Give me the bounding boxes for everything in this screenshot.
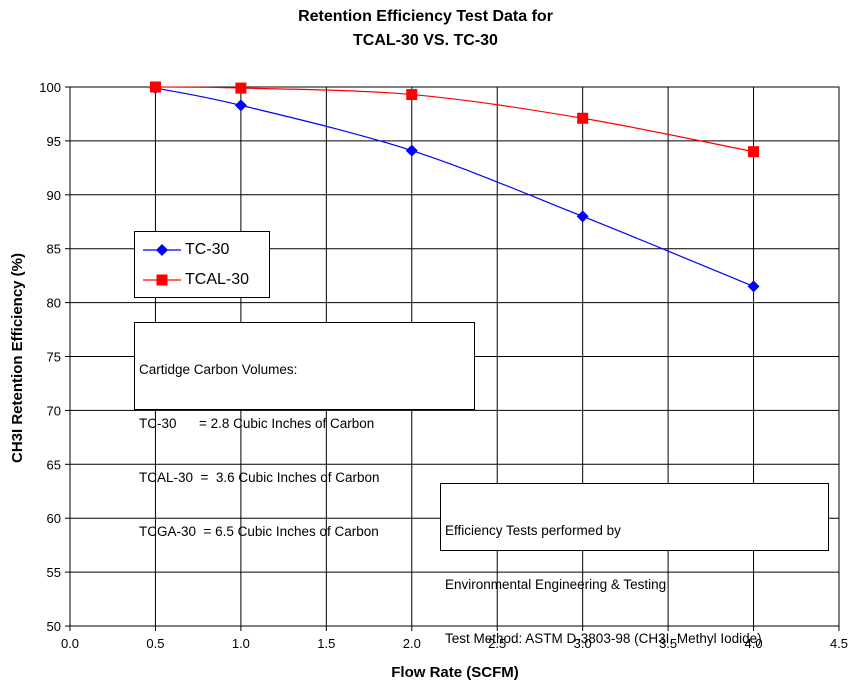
data-point-square	[149, 81, 161, 93]
data-point-diamond	[747, 280, 760, 293]
data-point-square	[748, 146, 760, 158]
y-tick-label: 60	[47, 511, 61, 526]
legend-label-tcal30: TCAL-30	[185, 271, 250, 288]
x-tick-label: 1.0	[232, 636, 250, 651]
y-tick-label: 70	[47, 403, 61, 418]
data-point-square	[406, 89, 418, 101]
note-line: TCGA-30 = 6.5 Cubic Inches of Carbon	[139, 524, 379, 539]
x-tick-label: 1.5	[317, 636, 335, 651]
y-tick-label: 95	[47, 134, 61, 149]
x-tick-label: 3.5	[659, 636, 677, 651]
series	[149, 81, 760, 293]
x-tick-label: 0.0	[61, 636, 79, 651]
carbon-volumes-note: Cartidge Carbon Volumes: TC-30 = 2.8 Cub…	[134, 322, 475, 539]
y-axis-label: CH3I Retention Efficiency (%)	[9, 253, 26, 463]
y-tick-label: 85	[47, 242, 61, 257]
tick-labels: 0.0 0.5 1.0 1.5 2.0 2.5 3.0 3.5 4.0 4.5 50 55 60 65 70…	[39, 80, 848, 651]
data-point-square	[235, 82, 247, 94]
data-point-diamond	[405, 144, 418, 157]
series-tcal-30	[149, 81, 760, 158]
note-line: TC-30 = 2.8 Cubic Inches of Carbon	[139, 416, 375, 431]
y-tick-label: 80	[47, 296, 61, 311]
x-tick-label: 2.0	[403, 636, 421, 651]
y-tick-label: 90	[47, 188, 61, 203]
legend-label-tc30: TC-30	[185, 241, 230, 258]
legend-swatch-square-icon	[143, 274, 181, 286]
legend-swatch-diamond-icon	[143, 244, 181, 256]
chart-title-line-1: Retention Efficiency Test Data for	[298, 8, 553, 25]
x-axis-label: Flow Rate (SCFM)	[391, 664, 519, 681]
x-tick-label: 4.5	[830, 636, 848, 651]
x-tick-label: 0.5	[146, 636, 164, 651]
test-method-note: Efficiency Tests performed by Environmen…	[440, 483, 829, 646]
data-point-square	[577, 112, 589, 124]
note-line: Efficiency Tests performed by	[445, 523, 621, 538]
legend-item-tc30: TC-30	[143, 238, 229, 262]
y-tick-label: 65	[47, 457, 61, 472]
note-line: TCAL-30 = 3.6 Cubic Inches of Carbon	[139, 470, 380, 485]
data-point-diamond	[576, 210, 589, 223]
x-tick-label: 4.0	[745, 636, 763, 651]
x-tick-label: 3.0	[574, 636, 592, 651]
y-tick-label: 55	[47, 565, 61, 580]
series-line	[155, 87, 754, 287]
legend: TC-30 TCAL-30	[134, 231, 270, 298]
legend-item-tcal30: TCAL-30	[143, 268, 249, 292]
chart-title-line-2: TCAL-30 VS. TC-30	[353, 32, 498, 49]
y-tick-label: 100	[39, 80, 61, 95]
x-tick-label: 2.5	[488, 636, 506, 651]
note-line: Environmental Engineering & Testing	[445, 577, 667, 592]
data-point-diamond	[234, 99, 247, 112]
note-line: Test Method: ASTM D-3803-98 (CH3I, Methy…	[445, 631, 762, 646]
y-tick-label: 50	[47, 619, 61, 634]
y-tick-label: 75	[47, 350, 61, 365]
note-line: Cartidge Carbon Volumes:	[139, 362, 298, 377]
series-line	[155, 86, 754, 153]
